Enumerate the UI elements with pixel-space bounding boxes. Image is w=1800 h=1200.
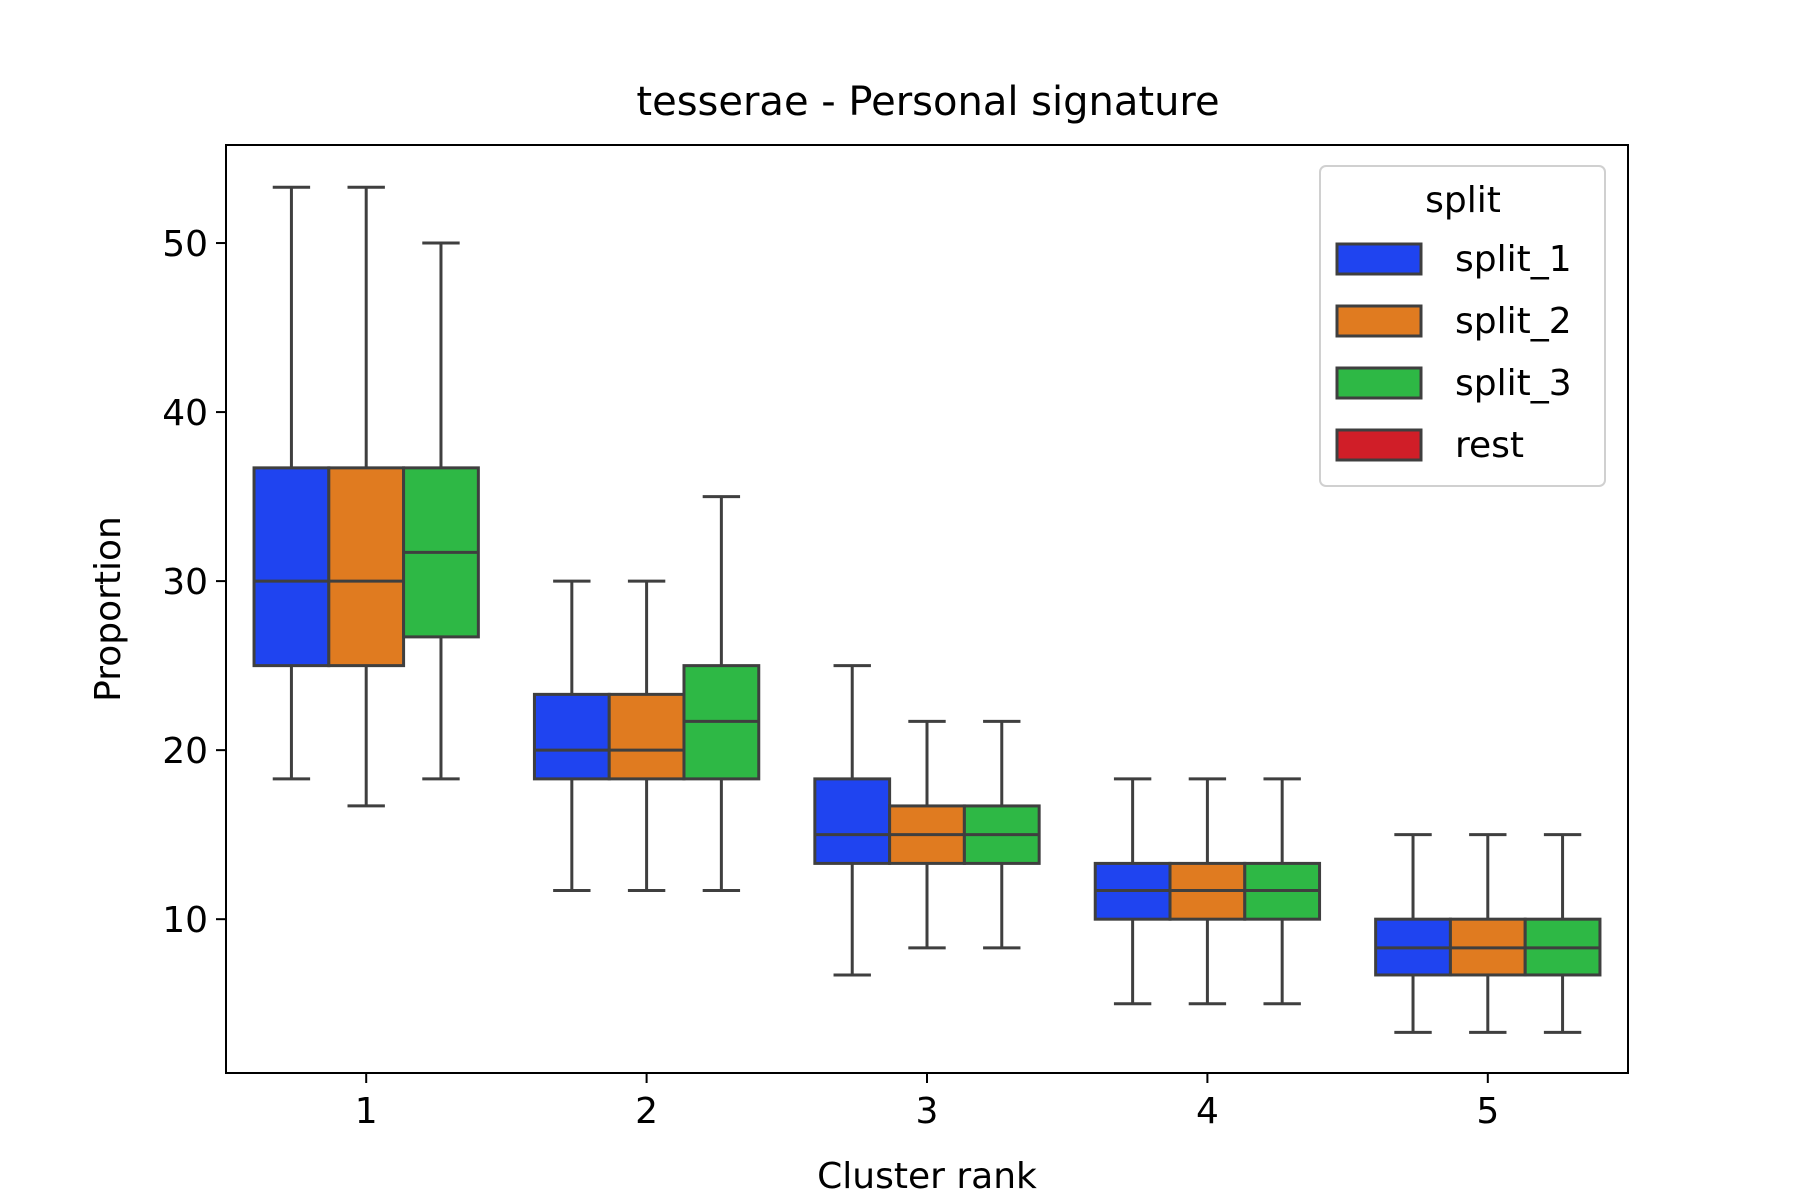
- box-iqr: [607, 692, 686, 781]
- legend-swatch: [1335, 304, 1423, 338]
- x-tick-label: 5: [1476, 1091, 1499, 1132]
- box-split_3-cat-2: [682, 495, 761, 892]
- x-tick-label: 4: [1196, 1091, 1219, 1132]
- box-split_2-cat-4: [1168, 777, 1247, 1006]
- box-iqr: [813, 777, 892, 865]
- y-axis: 10 20 30 40 50: [162, 224, 226, 941]
- box-split_3-cat-1: [402, 241, 480, 781]
- chart-title: tesserae - Personal signature: [636, 79, 1219, 125]
- y-axis-label: Proportion: [88, 516, 129, 702]
- x-axis: 1 2 3 4 5: [355, 1073, 1499, 1132]
- box-split_2-cat-3: [888, 719, 966, 950]
- x-tick-label: 3: [916, 1091, 939, 1132]
- box-split_3-cat-4: [1243, 777, 1322, 1006]
- y-tick-label: 40: [162, 393, 208, 434]
- box-iqr: [327, 466, 406, 668]
- box-split_2-cat-2: [607, 579, 686, 892]
- box-split_1-cat-5: [1374, 833, 1452, 1034]
- box-iqr: [532, 692, 611, 781]
- box-split_1-cat-3: [813, 664, 892, 977]
- box-split_2-cat-5: [1448, 833, 1527, 1034]
- plot-area: [252, 185, 1602, 1034]
- x-tick-label: 2: [635, 1091, 658, 1132]
- legend-item-split_2: split_2: [1335, 301, 1572, 342]
- box-iqr: [252, 466, 331, 668]
- box-split_3-cat-3: [962, 719, 1041, 950]
- box-split_1-cat-1: [252, 185, 331, 781]
- y-tick-label: 20: [162, 731, 208, 772]
- y-tick-label: 50: [162, 224, 208, 265]
- box-split_1-cat-2: [532, 579, 611, 892]
- legend-label: split_2: [1455, 301, 1572, 342]
- legend-label: split_3: [1455, 363, 1572, 404]
- legend-item-rest: rest: [1335, 425, 1524, 466]
- legend-label: split_1: [1455, 239, 1572, 280]
- legend-item-split_3: split_3: [1335, 363, 1572, 404]
- legend-item-split_1: split_1: [1335, 239, 1572, 280]
- y-tick-label: 30: [162, 562, 208, 603]
- legend-label: rest: [1455, 425, 1524, 466]
- box-split_1-cat-4: [1093, 777, 1172, 1006]
- legend-title: split: [1425, 180, 1501, 221]
- box-split_3-cat-5: [1523, 833, 1602, 1034]
- x-tick-label: 1: [355, 1091, 378, 1132]
- legend-swatch: [1335, 242, 1423, 276]
- x-axis-label: Cluster rank: [817, 1156, 1037, 1197]
- legend-swatch: [1335, 428, 1423, 462]
- y-tick-label: 10: [162, 900, 208, 941]
- box-split_2-cat-1: [327, 185, 406, 808]
- legend-swatch: [1335, 366, 1423, 400]
